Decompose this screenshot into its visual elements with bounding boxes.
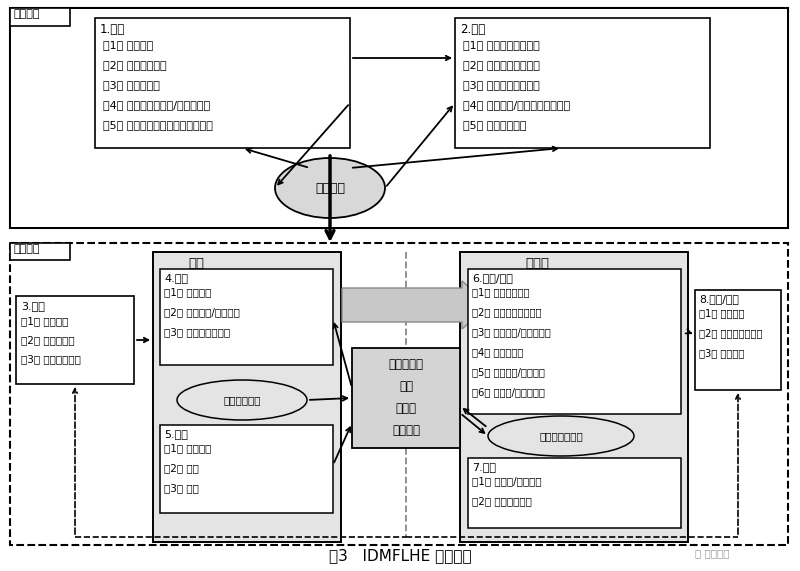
Bar xyxy=(160,269,333,365)
Text: （2） 宏观教学策略设计: （2） 宏观教学策略设计 xyxy=(463,60,540,70)
Text: （1） 内容设计: （1） 内容设计 xyxy=(164,287,211,297)
Text: 🎓 数字教育: 🎓 数字教育 xyxy=(695,548,730,558)
Text: （3） 学习时间表设计: （3） 学习时间表设计 xyxy=(164,327,230,337)
Text: （1） 目标分析: （1） 目标分析 xyxy=(103,40,154,50)
Text: （2） 检验任务/测验设计: （2） 检验任务/测验设计 xyxy=(164,307,240,317)
Bar xyxy=(10,243,788,545)
Bar xyxy=(11,9,787,227)
Bar xyxy=(153,252,341,542)
Text: （5） 宏观评价设计: （5） 宏观评价设计 xyxy=(463,120,526,130)
Text: 4.设计: 4.设计 xyxy=(164,273,188,283)
Polygon shape xyxy=(342,281,490,329)
Text: 教师: 教师 xyxy=(399,380,413,393)
Text: （1） 设计宏观内容大纲: （1） 设计宏观内容大纲 xyxy=(463,40,540,50)
Text: 2.设计: 2.设计 xyxy=(460,23,486,36)
Text: （2） 学习者分析: （2） 学习者分析 xyxy=(21,335,74,345)
Ellipse shape xyxy=(488,416,634,456)
Bar xyxy=(460,252,688,542)
Bar xyxy=(455,18,710,148)
Text: 3.分析: 3.分析 xyxy=(21,301,45,311)
Text: （3） 课堂反馈: （3） 课堂反馈 xyxy=(699,348,744,358)
Text: （1） 在线实施: （1） 在线实施 xyxy=(699,308,745,318)
Text: 7.开发: 7.开发 xyxy=(472,462,496,472)
Text: 8.实施/评价: 8.实施/评价 xyxy=(699,294,739,304)
Bar xyxy=(352,348,460,448)
Text: （3） 小组讨论/脚手架设计: （3） 小组讨论/脚手架设计 xyxy=(472,327,550,337)
Text: （2） 宏观内容分析: （2） 宏观内容分析 xyxy=(103,60,166,70)
Text: （2） 教师手册开发: （2） 教师手册开发 xyxy=(472,496,532,506)
Text: 图3   IDMFLHE 最终模型: 图3 IDMFLHE 最终模型 xyxy=(329,548,471,563)
Bar xyxy=(10,8,788,228)
Text: 面对面: 面对面 xyxy=(525,257,549,270)
Bar xyxy=(10,8,70,26)
Bar xyxy=(160,425,333,513)
Bar xyxy=(695,290,781,390)
Text: （4） 技术支持的资源/环境的分析: （4） 技术支持的资源/环境的分析 xyxy=(103,100,210,110)
Text: （2） 微观学习活动设计: （2） 微观学习活动设计 xyxy=(472,307,542,317)
Text: 6.分析/设计: 6.分析/设计 xyxy=(472,273,513,283)
Text: 面对面课程原型: 面对面课程原型 xyxy=(539,431,583,441)
Bar xyxy=(95,18,350,148)
Text: （6） 形成性/总结性评价: （6） 形成性/总结性评价 xyxy=(472,387,545,397)
Text: （1） 工作表/测试开发: （1） 工作表/测试开发 xyxy=(472,476,542,486)
Ellipse shape xyxy=(275,158,385,218)
Text: 技术人员: 技术人员 xyxy=(392,424,420,437)
Text: （4） 课堂取向/课程结构指南设计: （4） 课堂取向/课程结构指南设计 xyxy=(463,100,570,110)
Text: 课程原型: 课程原型 xyxy=(315,182,345,195)
Text: （4） 微讲座设计: （4） 微讲座设计 xyxy=(472,347,523,357)
Text: （1） 在线内容分析: （1） 在线内容分析 xyxy=(472,287,530,297)
Text: 可用性测试: 可用性测试 xyxy=(389,358,423,371)
Text: （5） 反思任务/评价设计: （5） 反思任务/评价设计 xyxy=(472,367,545,377)
Bar xyxy=(16,296,134,384)
Text: 5.开发: 5.开发 xyxy=(164,429,188,439)
Bar xyxy=(468,269,681,414)
Text: （3） 宏观学习活动设计: （3） 宏观学习活动设计 xyxy=(463,80,540,90)
Text: （3） 微观内容分析: （3） 微观内容分析 xyxy=(21,354,81,364)
Text: （3） 学习者分析: （3） 学习者分析 xyxy=(103,80,160,90)
Text: （1） 材料开发: （1） 材料开发 xyxy=(164,443,211,453)
Text: （1） 目标分析: （1） 目标分析 xyxy=(21,316,68,326)
Text: 课堂层面: 课堂层面 xyxy=(13,244,39,254)
Text: （3） 编辑: （3） 编辑 xyxy=(164,483,199,493)
Text: 设计者: 设计者 xyxy=(395,402,417,415)
Text: （2） 拍摄: （2） 拍摄 xyxy=(164,463,199,473)
Text: 课程层面: 课程层面 xyxy=(13,10,39,19)
Text: 在线课程原型: 在线课程原型 xyxy=(223,395,261,405)
Text: （5） 为在线和面对面教学分配内容: （5） 为在线和面对面教学分配内容 xyxy=(103,120,213,130)
Bar xyxy=(468,458,681,528)
Text: 1.分析: 1.分析 xyxy=(100,23,126,36)
Bar xyxy=(10,243,70,260)
Text: 在线: 在线 xyxy=(188,257,204,270)
Ellipse shape xyxy=(177,380,307,420)
Text: （2） 面对面课堂实施: （2） 面对面课堂实施 xyxy=(699,328,762,338)
